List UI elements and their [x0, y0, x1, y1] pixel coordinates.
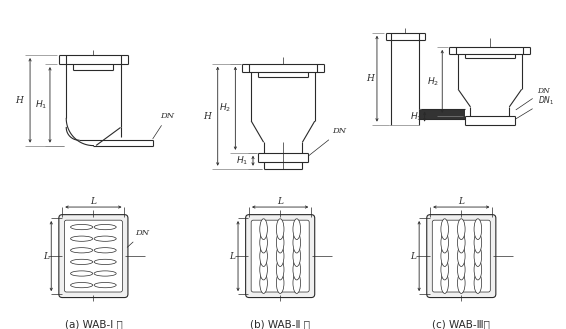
FancyBboxPatch shape [65, 220, 122, 292]
Ellipse shape [276, 232, 284, 253]
Ellipse shape [474, 219, 482, 240]
FancyBboxPatch shape [427, 215, 496, 297]
Ellipse shape [293, 219, 301, 240]
Ellipse shape [71, 224, 93, 230]
Ellipse shape [293, 273, 301, 293]
Text: L: L [91, 197, 96, 206]
Text: $H_2$: $H_2$ [427, 75, 440, 88]
Ellipse shape [94, 248, 116, 253]
Ellipse shape [474, 232, 482, 253]
Ellipse shape [260, 259, 267, 280]
Text: $H_1$: $H_1$ [410, 111, 422, 123]
Ellipse shape [457, 232, 465, 253]
Text: L: L [277, 197, 283, 206]
Text: (a) WAB-Ⅰ 型: (a) WAB-Ⅰ 型 [65, 319, 122, 329]
Ellipse shape [276, 246, 284, 266]
Ellipse shape [260, 232, 267, 253]
FancyBboxPatch shape [246, 215, 315, 297]
Text: L: L [410, 252, 417, 261]
FancyBboxPatch shape [251, 220, 309, 292]
Ellipse shape [71, 236, 93, 241]
Ellipse shape [441, 219, 448, 240]
Ellipse shape [474, 246, 482, 266]
Ellipse shape [441, 273, 448, 293]
Ellipse shape [260, 219, 267, 240]
Ellipse shape [260, 273, 267, 293]
Ellipse shape [276, 273, 284, 293]
Ellipse shape [441, 246, 448, 266]
Ellipse shape [474, 273, 482, 293]
Text: $H_2$: $H_2$ [218, 102, 231, 114]
Ellipse shape [94, 271, 116, 276]
Ellipse shape [71, 259, 93, 265]
Ellipse shape [260, 246, 267, 266]
FancyBboxPatch shape [59, 215, 128, 297]
Ellipse shape [94, 259, 116, 265]
Ellipse shape [94, 283, 116, 288]
Text: $DN_1$: $DN_1$ [516, 94, 554, 119]
Text: H: H [203, 112, 211, 121]
Text: (b) WAB-Ⅱ 型: (b) WAB-Ⅱ 型 [250, 319, 310, 329]
Ellipse shape [457, 219, 465, 240]
Ellipse shape [71, 283, 93, 288]
Text: $H_1$: $H_1$ [236, 155, 248, 167]
Bar [419, 109, 465, 119]
Ellipse shape [457, 259, 465, 280]
Ellipse shape [276, 219, 284, 240]
Text: L: L [42, 252, 49, 261]
Ellipse shape [293, 246, 301, 266]
Ellipse shape [94, 236, 116, 241]
Ellipse shape [441, 232, 448, 253]
Ellipse shape [457, 273, 465, 293]
Ellipse shape [441, 259, 448, 280]
Text: DN: DN [309, 127, 346, 156]
Ellipse shape [474, 259, 482, 280]
Ellipse shape [457, 246, 465, 266]
Text: DN: DN [516, 87, 550, 110]
Text: (c) WAB-Ⅲ型: (c) WAB-Ⅲ型 [432, 319, 490, 329]
Ellipse shape [94, 224, 116, 230]
Ellipse shape [71, 271, 93, 276]
Ellipse shape [276, 259, 284, 280]
Text: L: L [229, 252, 235, 261]
Text: DN: DN [127, 229, 149, 247]
Text: DN: DN [153, 113, 174, 139]
Text: L: L [458, 197, 464, 206]
Ellipse shape [71, 248, 93, 253]
Text: H: H [15, 96, 23, 105]
Ellipse shape [293, 259, 301, 280]
FancyBboxPatch shape [432, 220, 490, 292]
Text: $H_1$: $H_1$ [35, 99, 47, 111]
Text: H: H [366, 74, 374, 83]
Ellipse shape [293, 232, 301, 253]
